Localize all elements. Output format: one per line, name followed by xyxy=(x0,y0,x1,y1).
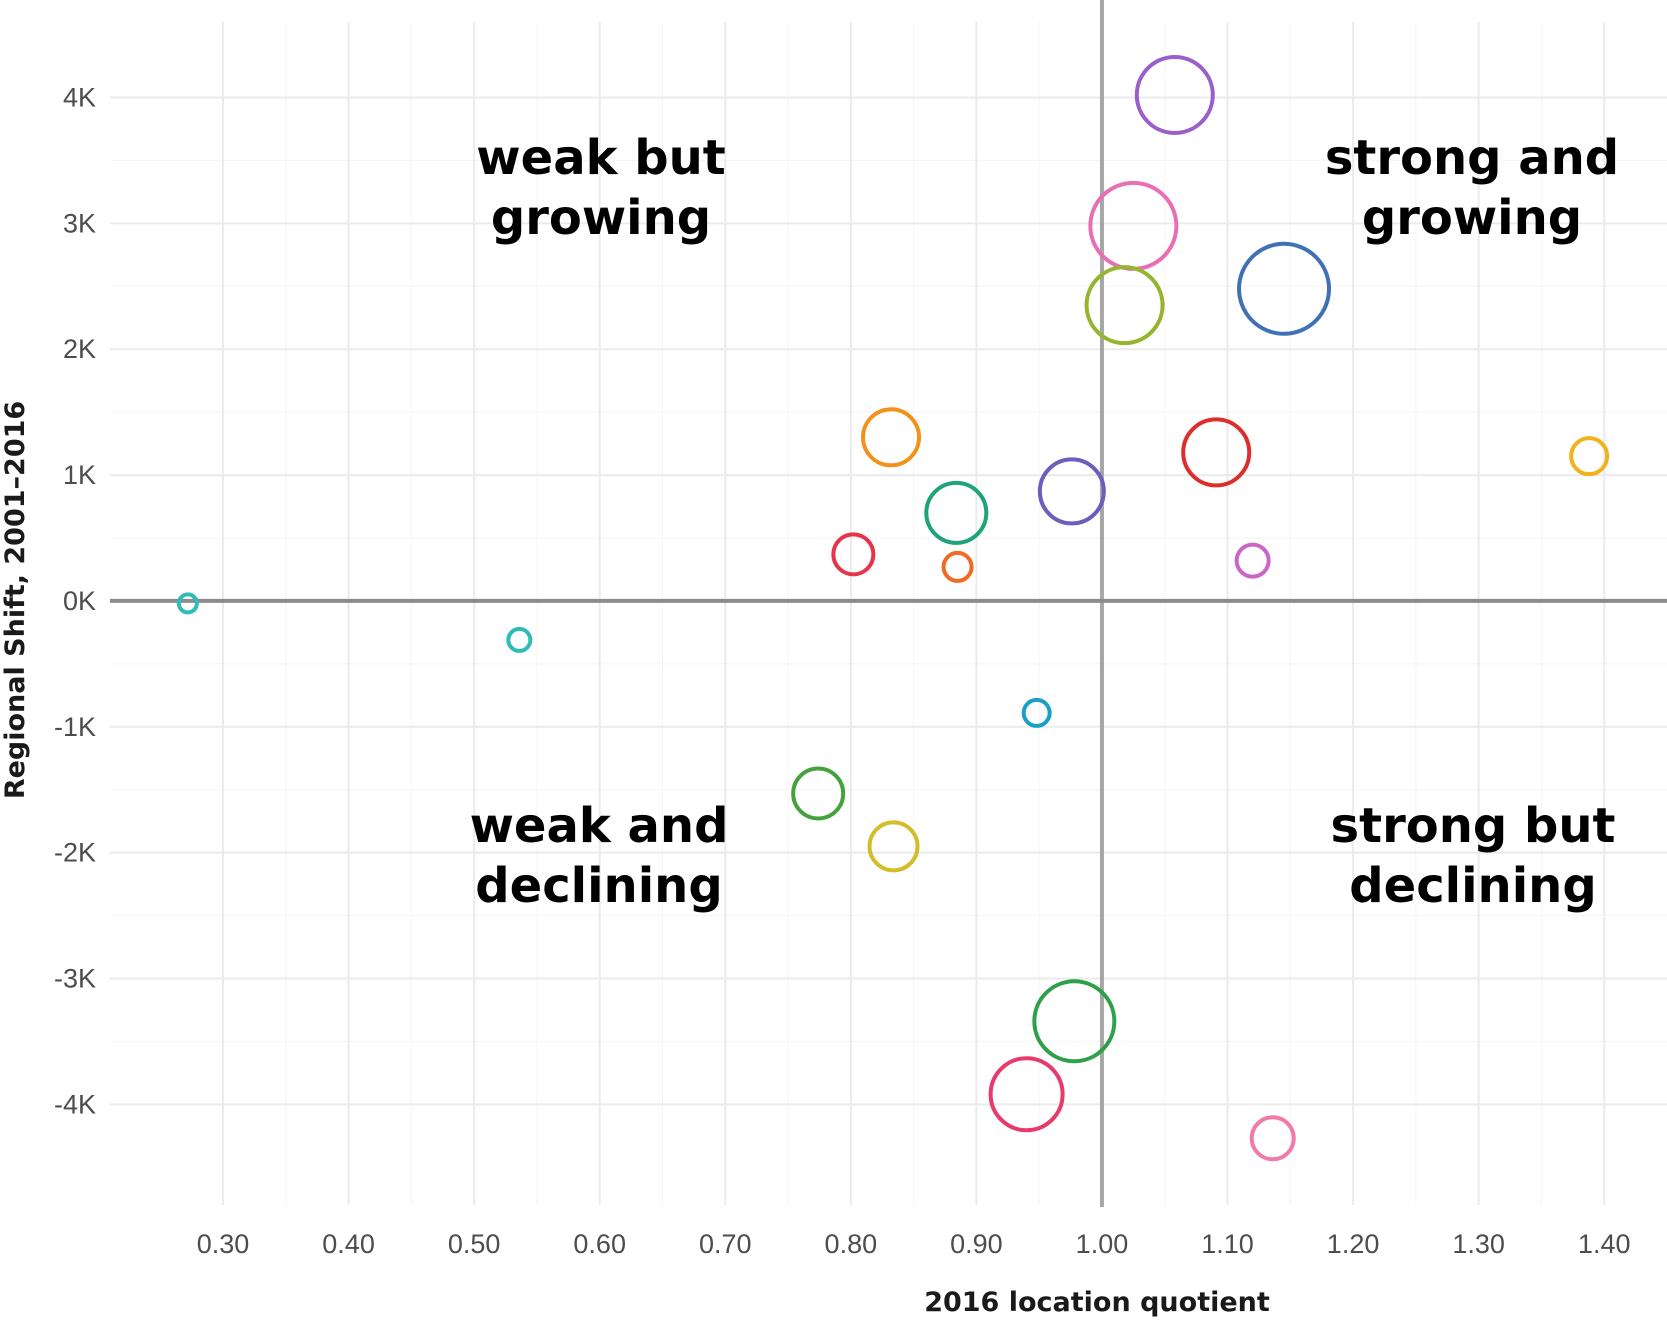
bubble-point xyxy=(1021,697,1052,728)
bubble-point xyxy=(861,407,922,468)
y-tick-label: -2K xyxy=(54,838,96,868)
bubble-point xyxy=(1032,979,1117,1064)
bubble-point xyxy=(1569,436,1610,477)
x-axis-ticks: 0.30 0.40 0.50 0.60 0.70 0.80 0.90 1.00 1.10 1.20… xyxy=(197,1229,1631,1259)
y-tick-label: -4K xyxy=(54,1089,96,1119)
y-tick-label: 0K xyxy=(63,586,96,616)
quadrant-label-bottom-left: weak and xyxy=(470,798,729,854)
bubble-point xyxy=(1249,1115,1296,1162)
gridlines xyxy=(110,22,1667,1205)
bubble-point xyxy=(867,820,920,873)
y-tick-label: 1K xyxy=(63,460,96,490)
y-tick-label: 3K xyxy=(63,208,96,238)
bubble-point xyxy=(1037,457,1106,526)
x-tick-label: 0.30 xyxy=(197,1229,250,1259)
y-tick-label: 2K xyxy=(63,334,96,364)
y-axis-ticks: 4K 3K 2K 1K 0K -1K -2K -3K -4K xyxy=(54,83,96,1120)
y-tick-label: -1K xyxy=(54,712,96,742)
y-tick-label: -3K xyxy=(54,963,96,993)
x-tick-label: 0.60 xyxy=(573,1229,626,1259)
bubble-point xyxy=(791,766,846,821)
x-tick-label: 1.00 xyxy=(1076,1229,1129,1259)
bubble-point xyxy=(988,1056,1065,1133)
x-tick-label: 0.90 xyxy=(950,1229,1003,1259)
bubble-point xyxy=(1181,417,1252,488)
reference-lines xyxy=(110,0,1667,1207)
quadrant-label-bottom-left: declining xyxy=(475,858,722,914)
x-tick-label: 0.80 xyxy=(825,1229,878,1259)
bubble-point xyxy=(1234,542,1271,579)
x-tick-label: 0.70 xyxy=(699,1229,752,1259)
x-tick-label: 1.30 xyxy=(1452,1229,1505,1259)
quadrant-label-bottom-right: declining xyxy=(1349,858,1596,914)
quadrant-label-top-right: growing xyxy=(1362,190,1582,246)
bubble-point xyxy=(831,532,876,577)
quadrant-label-top-left: weak but xyxy=(476,130,725,186)
quadrant-label-top-right: strong and xyxy=(1325,130,1619,186)
x-tick-label: 0.40 xyxy=(322,1229,375,1259)
bubble-point xyxy=(1084,265,1165,346)
quadrant-label-top-left: growing xyxy=(491,190,711,246)
quadrant-label-bottom-right: strong but xyxy=(1331,798,1616,854)
x-tick-label: 1.10 xyxy=(1201,1229,1254,1259)
bubble-point xyxy=(176,592,199,615)
bubble-point xyxy=(506,626,533,653)
bubble-point xyxy=(941,550,974,583)
data-points xyxy=(176,54,1610,1162)
x-tick-label: 0.50 xyxy=(448,1229,501,1259)
bubble-point xyxy=(1134,54,1215,135)
bubble-point xyxy=(1237,241,1332,336)
bubble-point xyxy=(924,480,989,545)
y-axis-title: Regional Shift, 2001–2016 xyxy=(0,401,31,799)
y-tick-label: 4K xyxy=(63,83,96,113)
x-tick-label: 1.40 xyxy=(1578,1229,1631,1259)
x-axis-title: 2016 location quotient xyxy=(924,1287,1270,1318)
x-tick-label: 1.20 xyxy=(1327,1229,1380,1259)
